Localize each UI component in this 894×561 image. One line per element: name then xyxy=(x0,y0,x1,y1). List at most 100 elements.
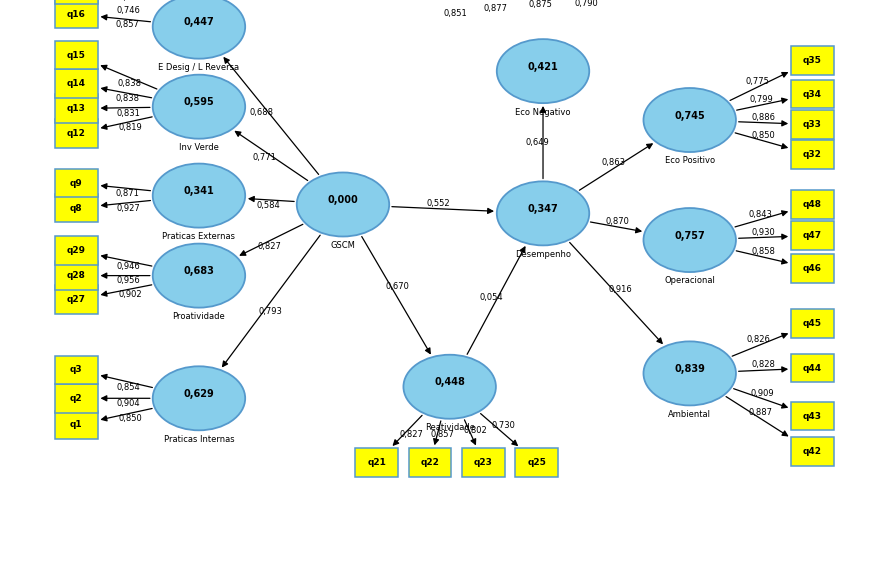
FancyBboxPatch shape xyxy=(791,190,834,219)
FancyBboxPatch shape xyxy=(791,222,834,250)
Text: 0,850: 0,850 xyxy=(751,131,775,140)
FancyBboxPatch shape xyxy=(409,448,451,476)
Text: q48: q48 xyxy=(803,200,822,209)
Text: q22: q22 xyxy=(421,458,440,467)
FancyBboxPatch shape xyxy=(516,448,558,476)
Text: Proatividade: Proatividade xyxy=(173,312,225,321)
FancyBboxPatch shape xyxy=(55,0,97,29)
Text: 0,887: 0,887 xyxy=(748,408,772,417)
Text: 0,839: 0,839 xyxy=(674,364,705,374)
FancyBboxPatch shape xyxy=(462,448,505,476)
Text: 0,649: 0,649 xyxy=(526,138,550,147)
Text: 0,670: 0,670 xyxy=(385,282,409,291)
Ellipse shape xyxy=(644,342,736,406)
Text: GSCM: GSCM xyxy=(331,241,356,250)
Ellipse shape xyxy=(644,208,736,272)
Text: 0,916: 0,916 xyxy=(609,286,632,295)
FancyBboxPatch shape xyxy=(55,169,97,197)
Ellipse shape xyxy=(297,172,389,237)
Ellipse shape xyxy=(153,366,245,430)
Ellipse shape xyxy=(153,75,245,139)
FancyBboxPatch shape xyxy=(55,384,97,412)
Text: q33: q33 xyxy=(803,120,822,129)
Text: q15: q15 xyxy=(67,50,86,59)
Ellipse shape xyxy=(153,0,245,59)
Text: q21: q21 xyxy=(367,458,386,467)
FancyBboxPatch shape xyxy=(791,310,834,338)
Text: q25: q25 xyxy=(527,458,546,467)
Text: 0,775: 0,775 xyxy=(745,77,769,86)
Text: 0,870: 0,870 xyxy=(605,217,629,226)
Text: q9: q9 xyxy=(70,178,82,187)
Text: 0,838: 0,838 xyxy=(116,94,139,103)
Text: 0,858: 0,858 xyxy=(752,247,775,256)
FancyBboxPatch shape xyxy=(55,286,97,314)
Text: 0,909: 0,909 xyxy=(751,389,774,398)
Text: 0,745: 0,745 xyxy=(674,111,705,121)
Text: Eco Positivo: Eco Positivo xyxy=(664,157,715,165)
Text: q44: q44 xyxy=(803,364,822,373)
Text: Desempenho: Desempenho xyxy=(515,250,571,259)
Text: 0,904: 0,904 xyxy=(116,399,139,408)
Text: 0,946: 0,946 xyxy=(116,262,139,271)
FancyBboxPatch shape xyxy=(55,194,97,222)
Text: Inv Verde: Inv Verde xyxy=(179,143,219,152)
Text: Ambiental: Ambiental xyxy=(668,410,712,419)
Text: 0,851: 0,851 xyxy=(444,8,468,17)
Text: q47: q47 xyxy=(803,231,822,240)
Text: 0,584: 0,584 xyxy=(257,201,280,210)
Text: 0,790: 0,790 xyxy=(574,0,598,7)
Text: 0,771: 0,771 xyxy=(252,153,276,162)
Text: q27: q27 xyxy=(67,295,86,304)
Text: q34: q34 xyxy=(803,90,822,99)
Text: q23: q23 xyxy=(474,458,493,467)
FancyBboxPatch shape xyxy=(356,448,398,476)
Text: 0,828: 0,828 xyxy=(751,360,775,369)
Text: 0,857: 0,857 xyxy=(115,20,139,29)
Text: 0,688: 0,688 xyxy=(250,108,274,117)
Text: q16: q16 xyxy=(67,10,86,19)
FancyBboxPatch shape xyxy=(55,411,97,439)
Text: q14: q14 xyxy=(67,79,86,88)
FancyBboxPatch shape xyxy=(791,402,834,430)
Text: 0,447: 0,447 xyxy=(183,17,215,27)
Text: 0,826: 0,826 xyxy=(746,335,771,344)
Text: 0,347: 0,347 xyxy=(527,204,559,214)
FancyBboxPatch shape xyxy=(791,111,834,139)
FancyBboxPatch shape xyxy=(791,354,834,382)
Ellipse shape xyxy=(153,164,245,228)
Text: 0,421: 0,421 xyxy=(527,62,559,72)
Text: Praticas Externas: Praticas Externas xyxy=(163,232,235,241)
Text: q3: q3 xyxy=(70,365,82,374)
Ellipse shape xyxy=(497,181,589,245)
FancyBboxPatch shape xyxy=(55,70,97,98)
FancyBboxPatch shape xyxy=(791,254,834,283)
FancyBboxPatch shape xyxy=(55,356,97,384)
FancyBboxPatch shape xyxy=(791,80,834,108)
Text: q42: q42 xyxy=(803,447,822,456)
Ellipse shape xyxy=(497,39,589,103)
Text: q2: q2 xyxy=(70,394,82,403)
Text: 0,886: 0,886 xyxy=(752,113,776,122)
Text: q12: q12 xyxy=(67,129,86,138)
Text: 0,838: 0,838 xyxy=(117,79,141,88)
Text: 0,793: 0,793 xyxy=(258,307,283,316)
Text: 0,595: 0,595 xyxy=(183,97,215,107)
Text: 0,552: 0,552 xyxy=(426,199,450,208)
Text: q29: q29 xyxy=(67,246,86,255)
Text: 0,683: 0,683 xyxy=(183,266,215,276)
Text: 0,827: 0,827 xyxy=(399,430,423,439)
Text: 0,863: 0,863 xyxy=(602,158,626,167)
FancyBboxPatch shape xyxy=(55,0,97,3)
Text: 0,827: 0,827 xyxy=(258,242,282,251)
Text: 0,799: 0,799 xyxy=(749,95,773,104)
Text: q46: q46 xyxy=(803,264,822,273)
Text: Eco Negativo: Eco Negativo xyxy=(515,108,570,117)
Text: 0,902: 0,902 xyxy=(118,290,142,299)
Text: q28: q28 xyxy=(67,271,86,280)
Text: 0,000: 0,000 xyxy=(327,195,358,205)
Text: 0,875: 0,875 xyxy=(528,0,552,9)
Text: q32: q32 xyxy=(803,150,822,159)
Text: 0,956: 0,956 xyxy=(116,277,139,286)
Text: 0,857: 0,857 xyxy=(431,430,455,439)
